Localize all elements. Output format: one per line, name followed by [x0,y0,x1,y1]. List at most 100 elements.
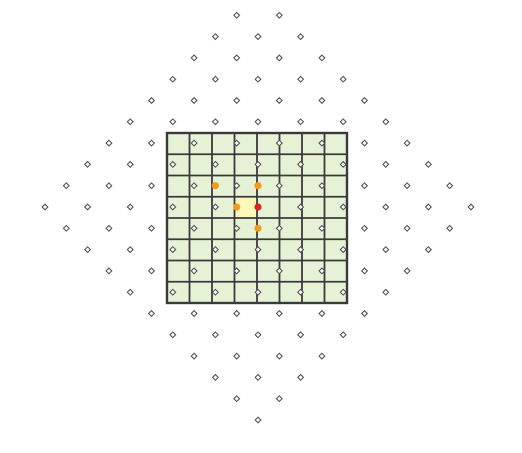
lattice-dot [296,203,305,211]
lattice-dot [275,224,283,232]
lattice-dot [339,160,347,169]
lattice-dot [424,160,433,169]
lattice-dot [296,245,305,254]
lattice-dot [275,352,283,360]
neighbor-point [211,182,219,190]
lattice-dot [169,288,177,296]
lattice-dot [233,96,241,105]
lattice-dot [254,75,262,83]
lattice-dot [233,139,241,147]
lattice-dot [275,309,283,318]
lattice-dot [190,267,198,275]
lattice-dot [169,331,177,339]
lattice-dot [254,416,262,424]
lattice-dot [190,139,198,147]
lattice-dot [126,288,134,296]
lattice-dot [318,267,326,275]
lattice-dot [211,331,220,339]
lattice-dot [169,160,177,169]
lattice-dot [275,182,283,190]
lattice-dot [339,245,347,254]
lattice-dot [190,182,198,190]
lattice-dot [424,245,433,254]
lattice-dot [211,373,220,382]
lattice-dot [211,75,220,83]
lattice-dot [296,75,305,83]
lattice-dot [360,182,369,190]
lattice-dot [318,182,326,190]
lattice-dot [360,96,369,105]
lattice-dot [318,54,326,62]
lattice-dot [105,224,113,232]
lattice-dot [275,139,283,147]
lattice-dot [62,224,70,232]
lattice-dot [296,160,305,169]
lattice-dot [233,352,241,360]
lattice-dot [169,203,177,211]
lattice-dot [254,160,262,169]
lattice-dot [275,395,283,403]
lattice-dot [360,267,369,275]
lattice-dot [190,54,198,62]
lattice-dot [169,75,177,83]
lattice-dot [233,224,241,232]
lattice-dot [318,309,326,318]
lattice-dot [190,352,198,360]
lattice-dot [233,54,241,62]
lattice-dot [147,96,156,105]
marked-points [211,182,262,232]
lattice-dot [169,118,177,126]
lattice-dot [360,224,369,232]
lattice-dot [147,139,156,147]
lattice-dot [275,54,283,62]
lattice-dot [275,267,283,275]
lattice-dot [360,139,369,147]
lattice-dot [83,160,92,169]
grid-lattice-points [169,139,347,296]
lattice-dot [147,224,156,232]
lattice-dot [254,32,262,41]
grid-border [165,131,349,305]
lattice-dot [296,118,305,126]
lattice-dot [296,331,305,339]
lattice-dot [360,309,369,318]
lattice-dot [318,139,326,147]
lattice-dot [147,267,156,275]
lattice-dot [190,96,198,105]
lattice-points [41,11,475,424]
lattice-dot [233,182,241,190]
lattice-dot [275,11,283,19]
lattice-dot [41,203,49,211]
neighbor-point [254,224,262,232]
square-grid [165,131,349,305]
lattice-dot [339,288,347,296]
lattice-dot [126,203,134,211]
lattice-dot [211,288,220,296]
lattice-dot [318,352,326,360]
lattice-dot [105,182,113,190]
lattice-dot [105,139,113,147]
lattice-dot [318,224,326,232]
lattice-dot [147,309,156,318]
neighbor-point [254,182,262,190]
lattice-dot [467,203,475,211]
neighbor-point [233,203,241,211]
lattice-dot [233,395,241,403]
lattice-dot [254,245,262,254]
lattice-dot [126,118,134,126]
lattice-dot [382,118,390,126]
lattice-dot [233,309,241,318]
lattice-dot [382,160,390,169]
lattice-dot [275,96,283,105]
lattice-dot [62,182,70,190]
lattice-dot [211,118,220,126]
lattice-dot [339,331,347,339]
lattice-dot [403,139,411,147]
lattice-dot [126,160,134,169]
lattice-dot [254,373,262,382]
lattice-dot [211,245,220,254]
highlighted-cell [234,196,257,218]
lattice-dot [254,118,262,126]
